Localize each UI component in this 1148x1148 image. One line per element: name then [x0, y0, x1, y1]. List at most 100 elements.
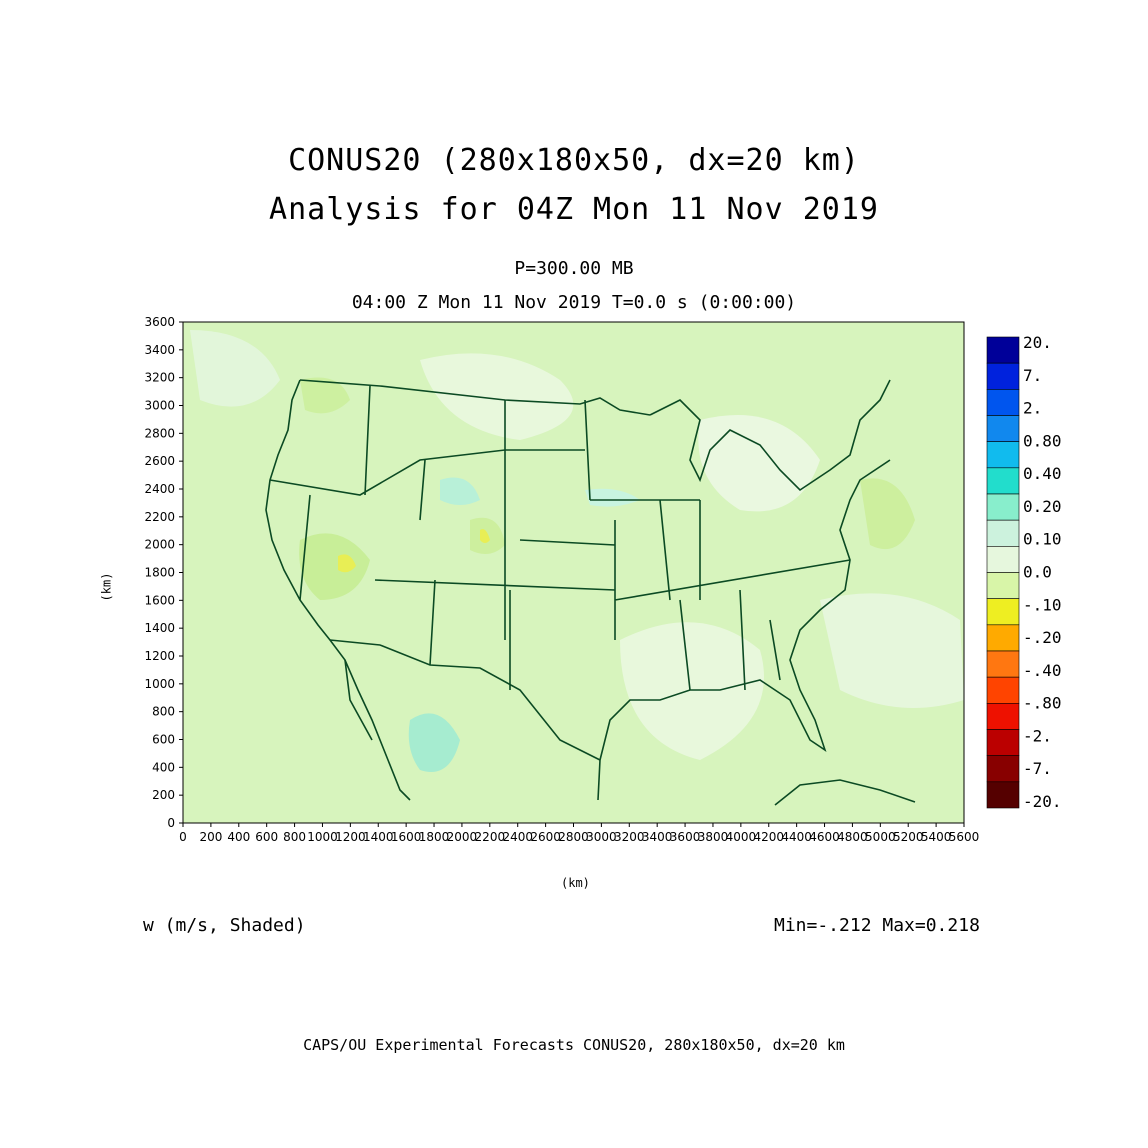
y-tick-label: 3400 [144, 343, 175, 357]
cuba-outline [774, 779, 916, 806]
mexico-border [329, 639, 601, 761]
field-negative-region [299, 533, 370, 600]
plot-title-line2: Analysis for 04Z Mon 11 Nov 2019 [269, 192, 879, 227]
colorbar-label: -.40 [1023, 661, 1062, 680]
y-tick-label: 3600 [144, 315, 175, 329]
footer-credit: CAPS/OU Experimental Forecasts CONUS20, … [303, 1036, 845, 1054]
x-tick-label: 2400 [502, 830, 533, 844]
canada-border [299, 379, 651, 416]
field-light-region [698, 415, 820, 512]
x-tick-label: 400 [227, 830, 250, 844]
x-tick-label: 5600 [949, 830, 980, 844]
y-tick-label: 1600 [144, 593, 175, 607]
colorbar-swatch [986, 729, 1020, 756]
variable-label: w (m/s, Shaded) [143, 915, 306, 936]
x-tick-label: 5000 [865, 830, 896, 844]
colorbar-swatch [986, 755, 1020, 783]
field-light-region [820, 593, 964, 708]
y-axis-label: (km) [99, 572, 114, 602]
colorbar-swatch [986, 598, 1020, 626]
y-tick-label: 2800 [144, 426, 175, 440]
x-tick-label: 0 [179, 830, 187, 844]
field-negative-region [860, 478, 915, 550]
colorbar-label: -.10 [1023, 595, 1062, 614]
colorbar-label: -20. [1023, 792, 1062, 811]
shaded-field [183, 322, 964, 823]
x-tick-label: 5200 [893, 830, 924, 844]
y-tick-label: 2000 [144, 538, 175, 552]
colorbar-label: 0.0 [1023, 563, 1052, 582]
colorbar-swatch [986, 441, 1020, 469]
x-tick-label: 1800 [419, 830, 450, 844]
y-tick-label: 2400 [144, 482, 175, 496]
plot-title-line1: CONUS20 (280x180x50, dx=20 km) [288, 143, 860, 178]
state-border [269, 385, 851, 691]
y-axis: 0 200 400 600 800 1000 1200 1400 1600 1800 2000 220… [144, 315, 183, 830]
x-tick-label: 1200 [335, 830, 366, 844]
coastline [597, 459, 891, 801]
colorbar: 20. 7. 2. 0.80 0.40 0.20 0.10 0.0 -.10 -.20 -.40 -.… [986, 333, 1062, 811]
y-tick-label: 1800 [144, 566, 175, 580]
field-min-region [338, 554, 356, 573]
y-tick-label: 0 [167, 816, 175, 830]
y-tick-label: 1400 [144, 621, 175, 635]
x-tick-label: 3200 [614, 830, 645, 844]
x-tick-label: 3800 [698, 830, 729, 844]
x-tick-label: 1600 [391, 830, 422, 844]
x-tick-label: 5400 [921, 830, 952, 844]
x-tick-label: 2800 [558, 830, 589, 844]
x-tick-label: 200 [199, 830, 222, 844]
colorbar-swatch [986, 676, 1020, 704]
y-tick-label: 800 [152, 705, 175, 719]
field-positive-region [408, 713, 460, 772]
pressure-level: P=300.00 MB [514, 258, 634, 279]
x-tick-label: 1400 [363, 830, 394, 844]
x-tick-label: 4000 [726, 830, 757, 844]
colorbar-swatch [986, 650, 1020, 678]
colorbar-swatch [986, 572, 1020, 599]
field-light-region [420, 353, 574, 440]
x-tick-label: 4600 [809, 830, 840, 844]
y-tick-label: 1000 [144, 677, 175, 691]
colorbar-swatch [986, 546, 1020, 573]
colorbar-label: 0.40 [1023, 464, 1062, 483]
colorbar-swatch [986, 336, 1020, 364]
field-positive-region [585, 488, 640, 507]
y-tick-label: 2200 [144, 510, 175, 524]
baja-outline [344, 659, 373, 741]
colorbar-swatch [986, 467, 1020, 495]
x-tick-label: 4800 [837, 830, 868, 844]
x-tick-label: 800 [283, 830, 306, 844]
colorbar-label: -7. [1023, 759, 1052, 778]
colorbar-swatch [986, 781, 1020, 809]
x-tick-label: 2000 [447, 830, 478, 844]
field-positive-region [440, 477, 480, 505]
min-max-label: Min=-.212 Max=0.218 [774, 915, 980, 936]
x-tick-label: 4400 [781, 830, 812, 844]
y-tick-label: 2600 [144, 454, 175, 468]
y-tick-label: 400 [152, 760, 175, 774]
x-tick-label: 2600 [530, 830, 561, 844]
x-axis: 0 200 400 600 800 100012001400160018002000220… [179, 823, 979, 844]
colorbar-swatch [986, 519, 1020, 547]
x-tick-label: 1000 [307, 830, 338, 844]
field-light-region [620, 622, 764, 760]
field-light-region [190, 330, 280, 407]
x-tick-label: 4200 [753, 830, 784, 844]
colorbar-label: 2. [1023, 399, 1042, 418]
colorbar-label: 20. [1023, 333, 1052, 352]
colorbar-label: 0.10 [1023, 530, 1062, 549]
colorbar-label: -.80 [1023, 694, 1062, 713]
y-tick-label: 600 [152, 733, 175, 747]
map-boundaries [265, 379, 916, 806]
y-tick-label: 3000 [144, 399, 175, 413]
colorbar-swatch [986, 703, 1020, 730]
x-axis-label: (km) [561, 876, 590, 890]
colorbar-swatch [986, 493, 1020, 521]
x-tick-label: 3000 [586, 830, 617, 844]
colorbar-swatch [986, 624, 1020, 652]
x-tick-label: 2200 [475, 830, 506, 844]
x-tick-label: 600 [255, 830, 278, 844]
colorbar-label: 0.80 [1023, 431, 1062, 450]
